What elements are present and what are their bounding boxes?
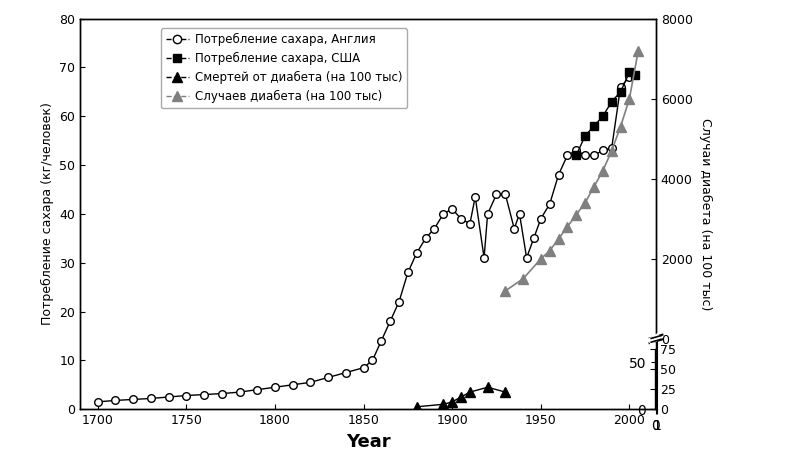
Y-axis label: Потребление сахара (кг/человек): Потребление сахара (кг/человек) <box>41 102 54 326</box>
X-axis label: Year: Year <box>346 432 390 451</box>
Y-axis label: Случаи диабета (на 100 тыс): Случаи диабета (на 100 тыс) <box>699 118 712 310</box>
Legend: Потребление сахара, Англия, Потребление сахара, США, Смертей от диабета (на 100 : Потребление сахара, Англия, Потребление … <box>161 28 407 108</box>
